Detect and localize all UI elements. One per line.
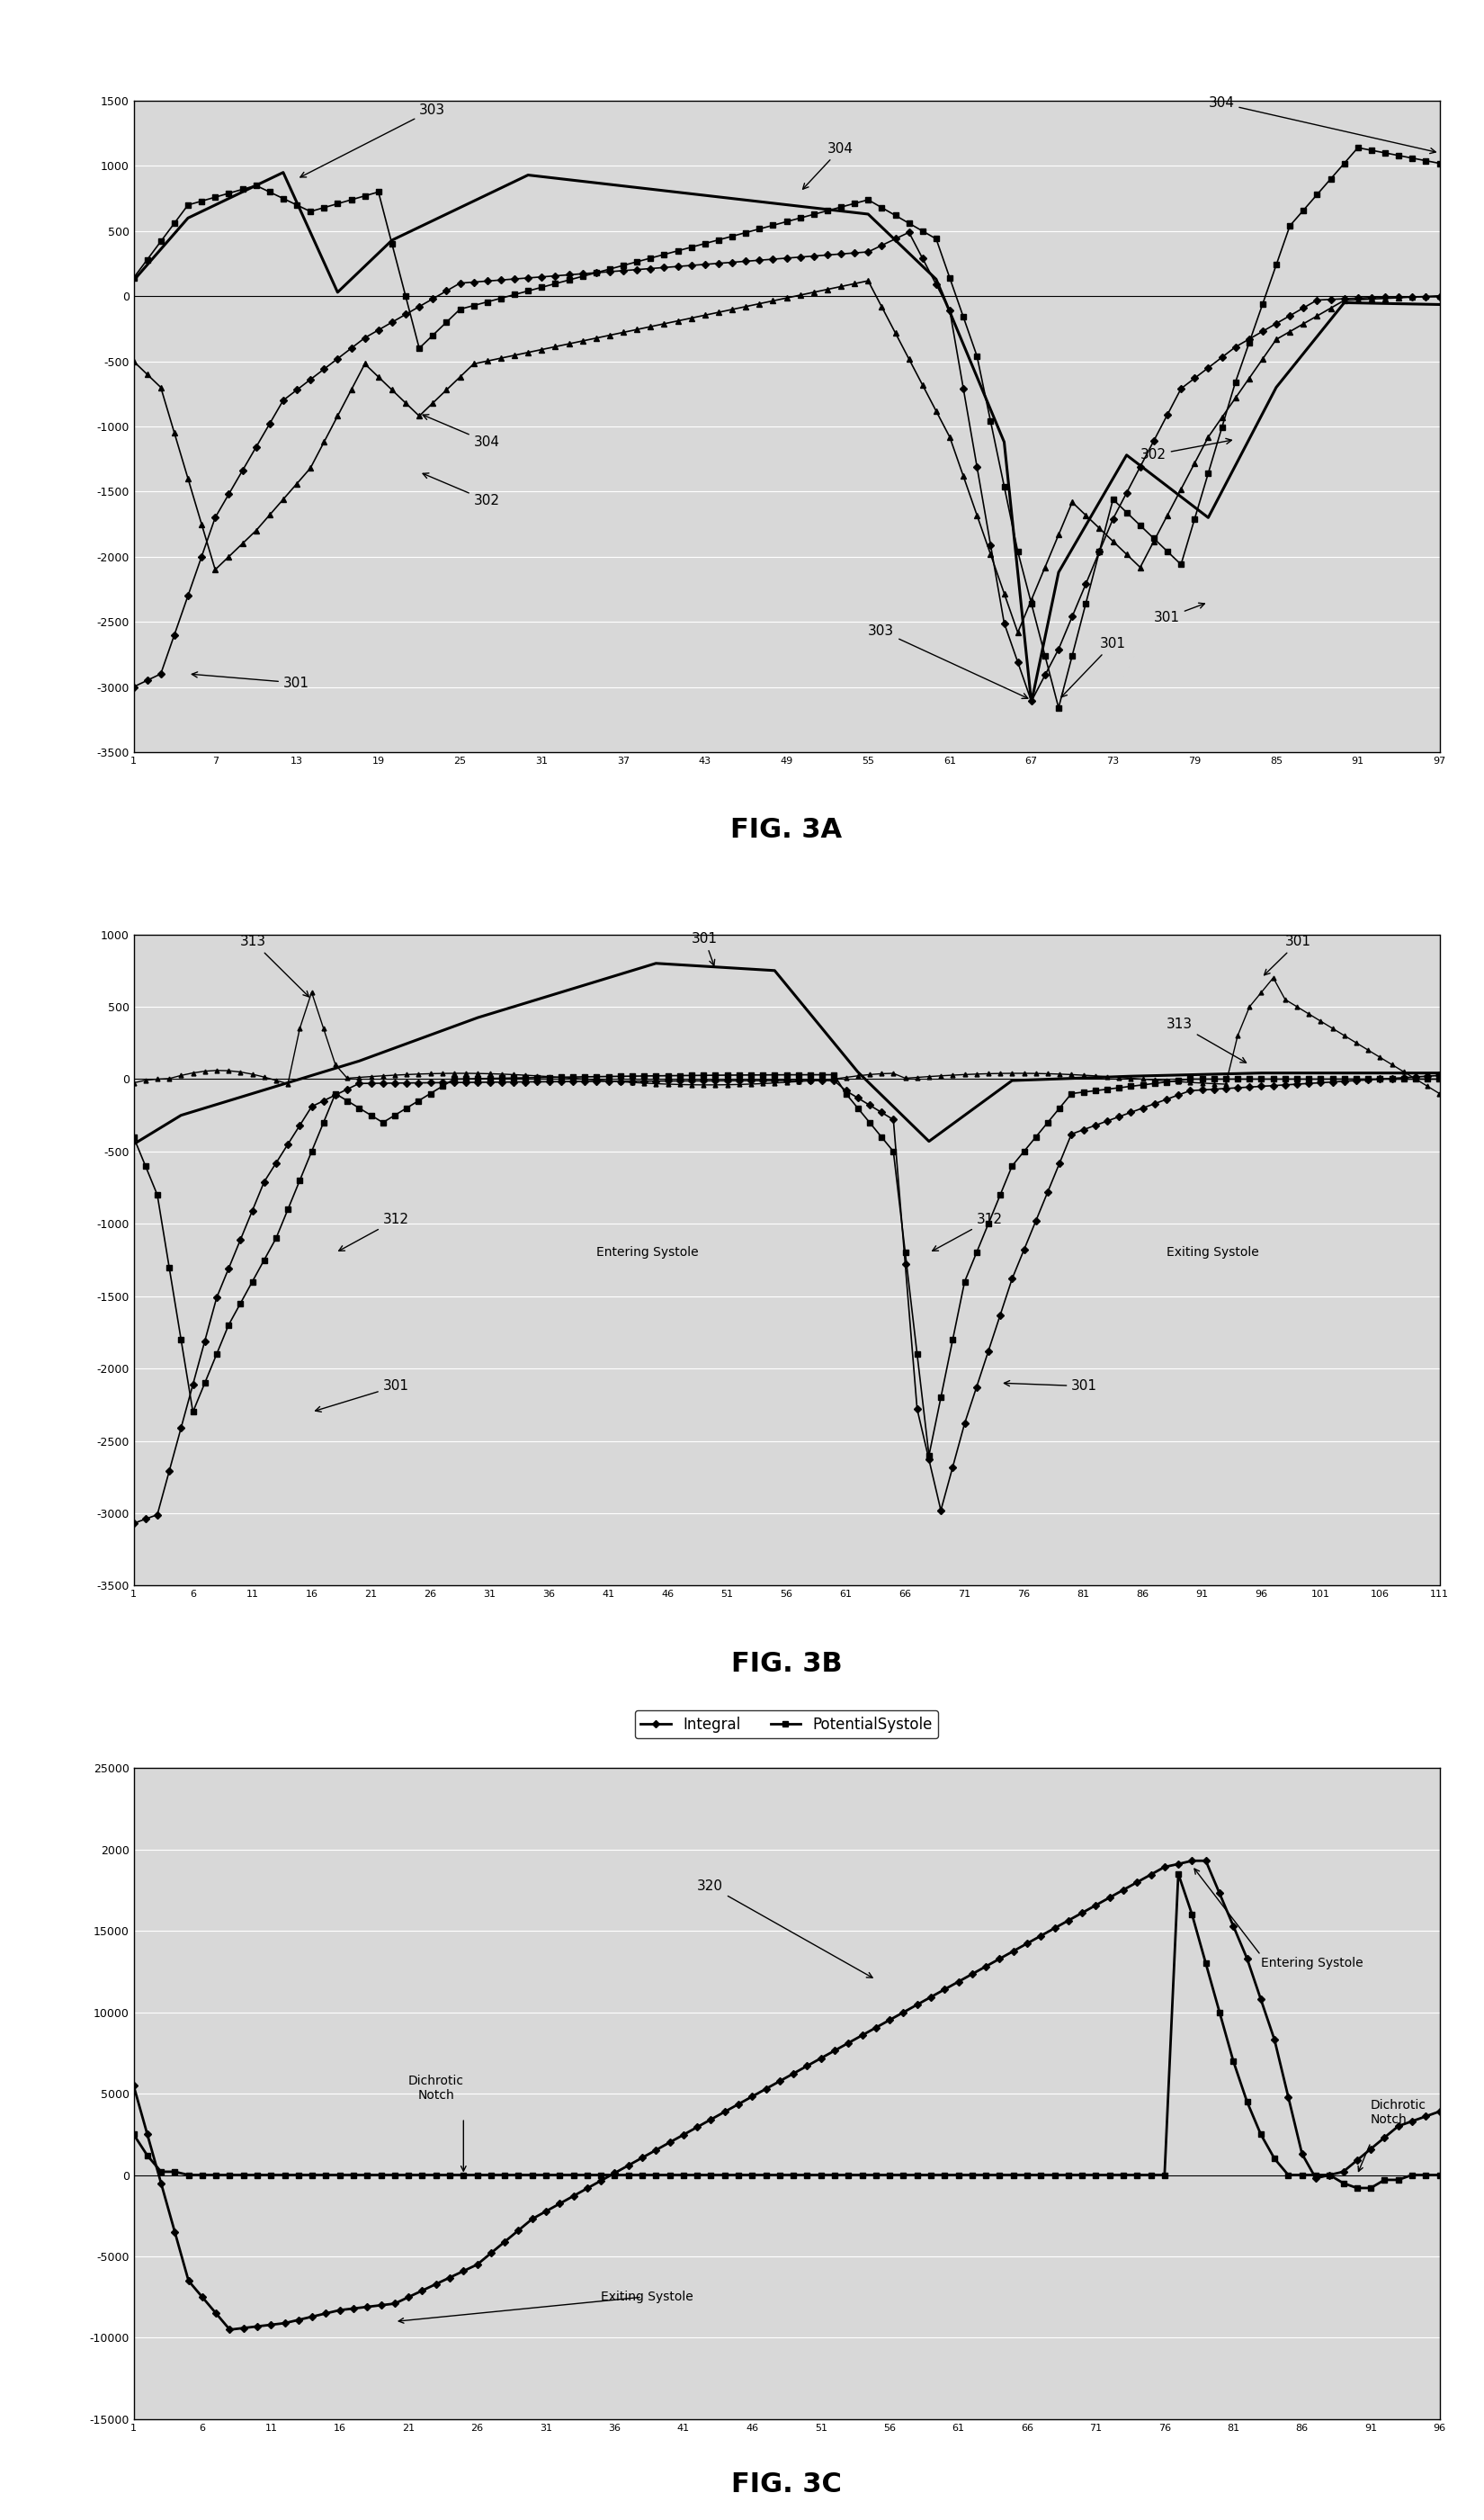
Text: 303: 303 [300, 103, 445, 176]
PotentialSystole [785, 2160, 803, 2190]
Text: 303: 303 [868, 625, 1028, 698]
Line: PotentialSystole: PotentialSystole [131, 1870, 1442, 2190]
PotentialSystole [303, 2160, 321, 2190]
Text: FIG. 3B: FIG. 3B [732, 1651, 841, 1676]
Text: 320: 320 [697, 1880, 873, 1978]
Text: 304: 304 [803, 141, 853, 189]
Integral [702, 2104, 720, 2134]
Integral [1347, 2145, 1365, 2175]
Integral [221, 2313, 239, 2344]
Text: 301: 301 [1061, 638, 1125, 698]
Text: Entering Systole: Entering Systole [1261, 1958, 1362, 1971]
Text: 301: 301 [1264, 935, 1312, 975]
Text: 304: 304 [1208, 96, 1435, 154]
Text: 302: 302 [423, 474, 500, 507]
Text: 312: 312 [338, 1212, 410, 1250]
PotentialSystole [1169, 1860, 1187, 1890]
Text: Entering Systole: Entering Systole [597, 1247, 699, 1260]
Integral [1183, 1845, 1201, 1875]
PotentialSystole [1334, 2167, 1352, 2197]
Text: 312: 312 [932, 1212, 1003, 1250]
Text: 301: 301 [692, 932, 718, 965]
Text: FIG. 3C: FIG. 3C [732, 2472, 841, 2497]
PotentialSystole [1347, 2172, 1365, 2202]
Text: Exiting Systole: Exiting Systole [1166, 1247, 1258, 1260]
Text: 313: 313 [240, 935, 309, 998]
Integral [840, 2029, 858, 2059]
Text: 313: 313 [1166, 1018, 1247, 1063]
Text: 301: 301 [1005, 1378, 1098, 1394]
Integral [318, 2298, 335, 2328]
Text: Dichrotic
Notch: Dichrotic Notch [408, 2074, 464, 2102]
Integral [798, 2051, 816, 2082]
Text: Dichrotic
Notch: Dichrotic Notch [1371, 2099, 1426, 2127]
Text: Exiting Systole: Exiting Systole [601, 2291, 693, 2303]
Text: 301: 301 [1155, 602, 1205, 625]
PotentialSystole [125, 2119, 142, 2150]
PotentialSystole [689, 2160, 706, 2190]
Text: 301: 301 [191, 673, 309, 690]
Line: Integral: Integral [131, 1857, 1442, 2334]
PotentialSystole [825, 2160, 843, 2190]
Integral [509, 2215, 527, 2245]
Text: 302: 302 [1140, 438, 1232, 461]
Legend: Integral, PotentialSystole: Integral, PotentialSystole [635, 1711, 938, 1739]
Text: 301: 301 [316, 1378, 410, 1411]
PotentialSystole [496, 2160, 513, 2190]
Text: 304: 304 [423, 413, 500, 449]
PotentialSystole [1431, 2160, 1448, 2190]
Integral [1431, 2097, 1448, 2127]
Integral [125, 2071, 142, 2102]
Text: FIG. 3A: FIG. 3A [730, 816, 843, 844]
